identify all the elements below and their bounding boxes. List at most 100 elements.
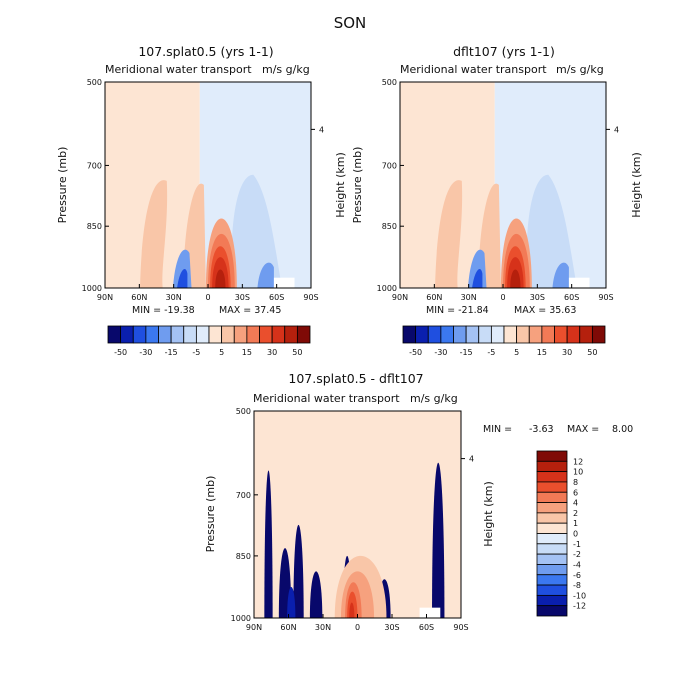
figure-title: SON [334,14,367,32]
x-tick-label: 90S [303,293,318,302]
colorbar-swatch [170,325,185,344]
colorbar: -50 -30 -15 -5 5 15 30 50 [107,325,311,357]
x-tick-label: 60N [280,623,296,632]
colorbar-label: -30 [139,348,152,357]
colorbar-swatch [579,325,593,344]
colorbar-label: -15 [165,348,178,357]
plot-area: 90N 60N 30N 0 30S 60S 90S 500 700 850 1000 4 [82,78,324,302]
x-tick-label: 30S [384,623,399,632]
panel-units: m/s g/kg [262,63,310,76]
field-contour [349,602,355,618]
field-contour [552,262,569,288]
missing-region [568,277,590,288]
x-tick-label: 90S [598,293,613,302]
panel-subtitle: Meridional water transport [105,63,252,76]
colorbar-swatch [566,325,581,344]
field-contour [177,269,188,288]
max-label: MAX = [567,424,599,435]
x-tick-label: 30N [315,623,331,632]
x-tick-label: 60S [419,623,434,632]
colorbar-swatch [208,325,223,344]
panel-subtitle: Meridional water transport [400,63,547,76]
max-label: MAX = 35.63 [514,305,576,316]
field-contour [287,586,296,618]
colorbar-swatch [541,325,555,344]
colorbar-swatch [132,325,147,344]
plot-area: 90N 60N 30N 0 30S 60S 90S 500 700 850 1000 4 [377,78,619,302]
y-axis-label-right: Height (km) [482,481,495,547]
colorbar-label: -10 [573,591,586,600]
colorbar-label: 50 [292,348,302,357]
colorbar-label: -30 [434,348,447,357]
colorbar-swatch [554,325,568,344]
colorbar-swatch [536,460,568,473]
y-tick-label: 700 [87,161,102,170]
colorbar-swatch [158,325,172,344]
colorbar-label: 0 [573,530,578,539]
colorbar-swatch [246,325,260,344]
x-tick-label: 60N [426,293,442,302]
colorbar-label: -50 [409,348,422,357]
y-axis-label: Pressure (mb) [56,147,69,224]
colorbar-swatch [465,325,480,344]
colorbar-swatch [195,325,210,344]
colorbar-swatch [536,574,568,586]
y-tick-label: 500 [87,78,102,87]
colorbar-label: -50 [114,348,127,357]
colorbar-label: 50 [587,348,597,357]
colorbar-label: -2 [573,550,581,559]
colorbar-swatch [536,543,568,555]
colorbar-swatch [107,325,122,344]
colorbar-label: 4 [573,499,578,508]
colorbar-label: -5 [487,348,495,357]
colorbar-swatch [536,533,568,545]
panel-subtitle: Meridional water transport [253,392,400,405]
y-right-tick-label: 4 [614,125,619,134]
x-tick-label: 90N [97,293,113,302]
colorbar-swatch [427,325,442,344]
colorbar-swatch [536,522,568,534]
field-contour [231,174,283,288]
colorbar-swatch [536,471,568,483]
colorbar-label: 1 [573,519,578,528]
y-right-tick-label: 4 [319,125,324,134]
field-contour [140,180,168,288]
x-tick-label: 30S [530,293,545,302]
field-contour [257,262,274,288]
y-tick-label: 500 [236,407,251,416]
colorbar-label: -12 [573,602,586,611]
colorbar-swatch [221,325,235,344]
panel-title: 107.splat0.5 (yrs 1-1) [138,44,273,59]
field-contour [264,470,273,618]
colorbar-swatch [528,325,543,344]
colorbar-label: 5 [219,348,224,357]
colorbar-swatch [402,325,417,344]
panel-top-right: dflt107 (yrs 1-1) Meridional water trans… [351,44,643,357]
y-axis-label-right: Height (km) [630,152,643,218]
y-axis-label-right: Height (km) [334,152,347,218]
colorbar-swatch [536,584,568,596]
max-value: 8.00 [612,424,633,435]
field-contour [510,269,521,288]
colorbar-swatch [453,325,467,344]
colorbar-swatch [271,325,286,344]
colorbar-swatch [145,325,159,344]
plot-area: 90N 60N 30N 0 30S 60S 90S 500 700 850 1000 4 [231,407,474,632]
y-axis-label: Pressure (mb) [351,147,364,224]
colorbar-swatch [120,325,134,344]
field-contour [309,571,323,618]
colorbar-swatch [591,325,606,344]
colorbar-swatch [536,512,568,524]
colorbar-label: -5 [192,348,200,357]
colorbar-label: -15 [460,348,473,357]
colorbar-swatch [536,491,568,503]
colorbar-swatch [183,325,197,344]
min-label: MIN = [483,424,512,435]
field-contour [432,462,445,618]
y-tick-label: 850 [236,552,251,561]
colorbar-swatch [536,564,568,576]
x-tick-label: 60S [564,293,579,302]
field-contour [526,174,578,288]
field-contour [472,269,483,288]
